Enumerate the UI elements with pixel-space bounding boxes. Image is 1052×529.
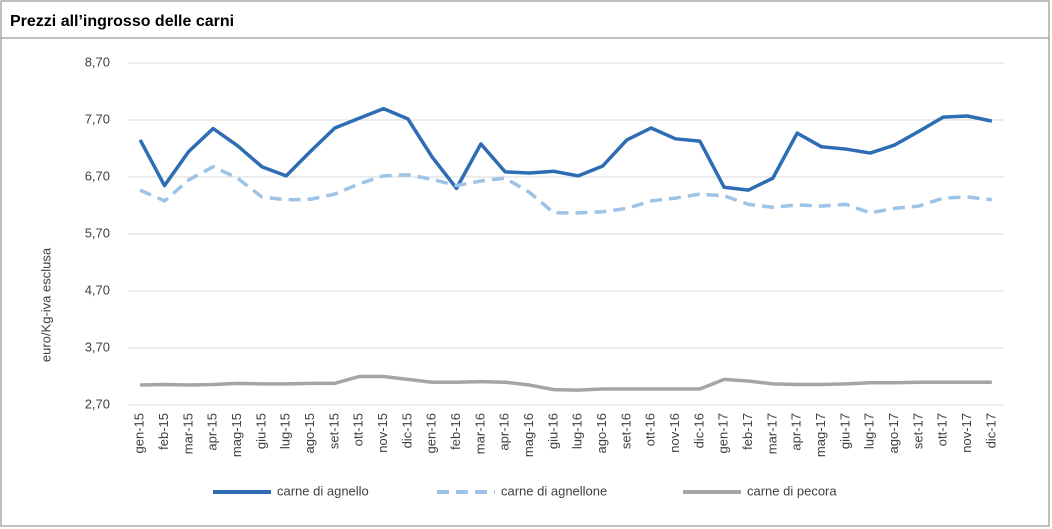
y-tick-label: 5,70 [85,225,110,240]
y-tick-label: 6,70 [85,168,110,183]
x-tick-label: lug-17 [862,413,877,449]
y-axis-label: euro/Kg-iva esclusa [38,247,53,362]
x-tick-label: set-17 [910,413,925,449]
x-tick-label: apr-16 [497,413,512,451]
series-line [138,106,993,192]
x-tick-label: giu-16 [545,413,560,449]
chart-title: Prezzi all’ingrosso delle carni [10,13,234,30]
x-tick-label: apr-17 [789,413,804,451]
x-tick-label: lug-15 [278,413,293,449]
x-tick-label: feb-16 [448,413,463,450]
x-tick-label: nov-15 [375,413,390,453]
x-tick-label: dic-15 [399,413,414,448]
y-tick-label: 3,70 [85,339,110,354]
y-tick-label: 4,70 [85,282,110,297]
x-tick-label: lug-16 [570,413,585,449]
x-tick-label: feb-15 [156,413,171,450]
x-tick-label: gen-16 [424,413,439,453]
series-line [140,374,992,392]
x-tick-label: ott-16 [643,413,658,446]
x-tick-label: ago-15 [302,413,317,453]
x-tick-label: mar-15 [180,413,195,454]
x-tick-label: set-16 [618,413,633,449]
x-tick-label: ago-16 [594,413,609,453]
x-tick-label: giu-17 [837,413,852,449]
x-tick-label: ago-17 [886,413,901,453]
x-tick-label: nov-17 [959,413,974,453]
x-tick-label: feb-17 [740,413,755,450]
x-tick-label: ott-17 [935,413,950,446]
series-line [139,164,993,215]
x-tick-label: mar-17 [764,413,779,454]
x-tick-label: dic-17 [983,413,998,448]
y-tick-label: 7,70 [85,111,110,126]
legend-label: carne di agnello [277,483,369,498]
x-tick-label: nov-16 [667,413,682,453]
x-tick-label: mag-17 [813,413,828,457]
y-tick-label: 8,70 [85,54,110,69]
x-tick-label: mar-16 [472,413,487,454]
x-tick-label: mag-16 [521,413,536,457]
x-tick-label: apr-15 [205,413,220,451]
x-tick-label: set-15 [326,413,341,449]
x-tick-label: mag-15 [229,413,244,457]
y-tick-label: 2,70 [85,396,110,411]
x-tick-label: ott-15 [351,413,366,446]
x-tick-label: gen-17 [716,413,731,453]
x-tick-label: gen-15 [132,413,147,453]
x-tick-label: giu-15 [253,413,268,449]
legend-label: carne di agnellone [501,483,607,498]
legend-label: carne di pecora [747,483,837,498]
x-tick-label: dic-16 [691,413,706,448]
